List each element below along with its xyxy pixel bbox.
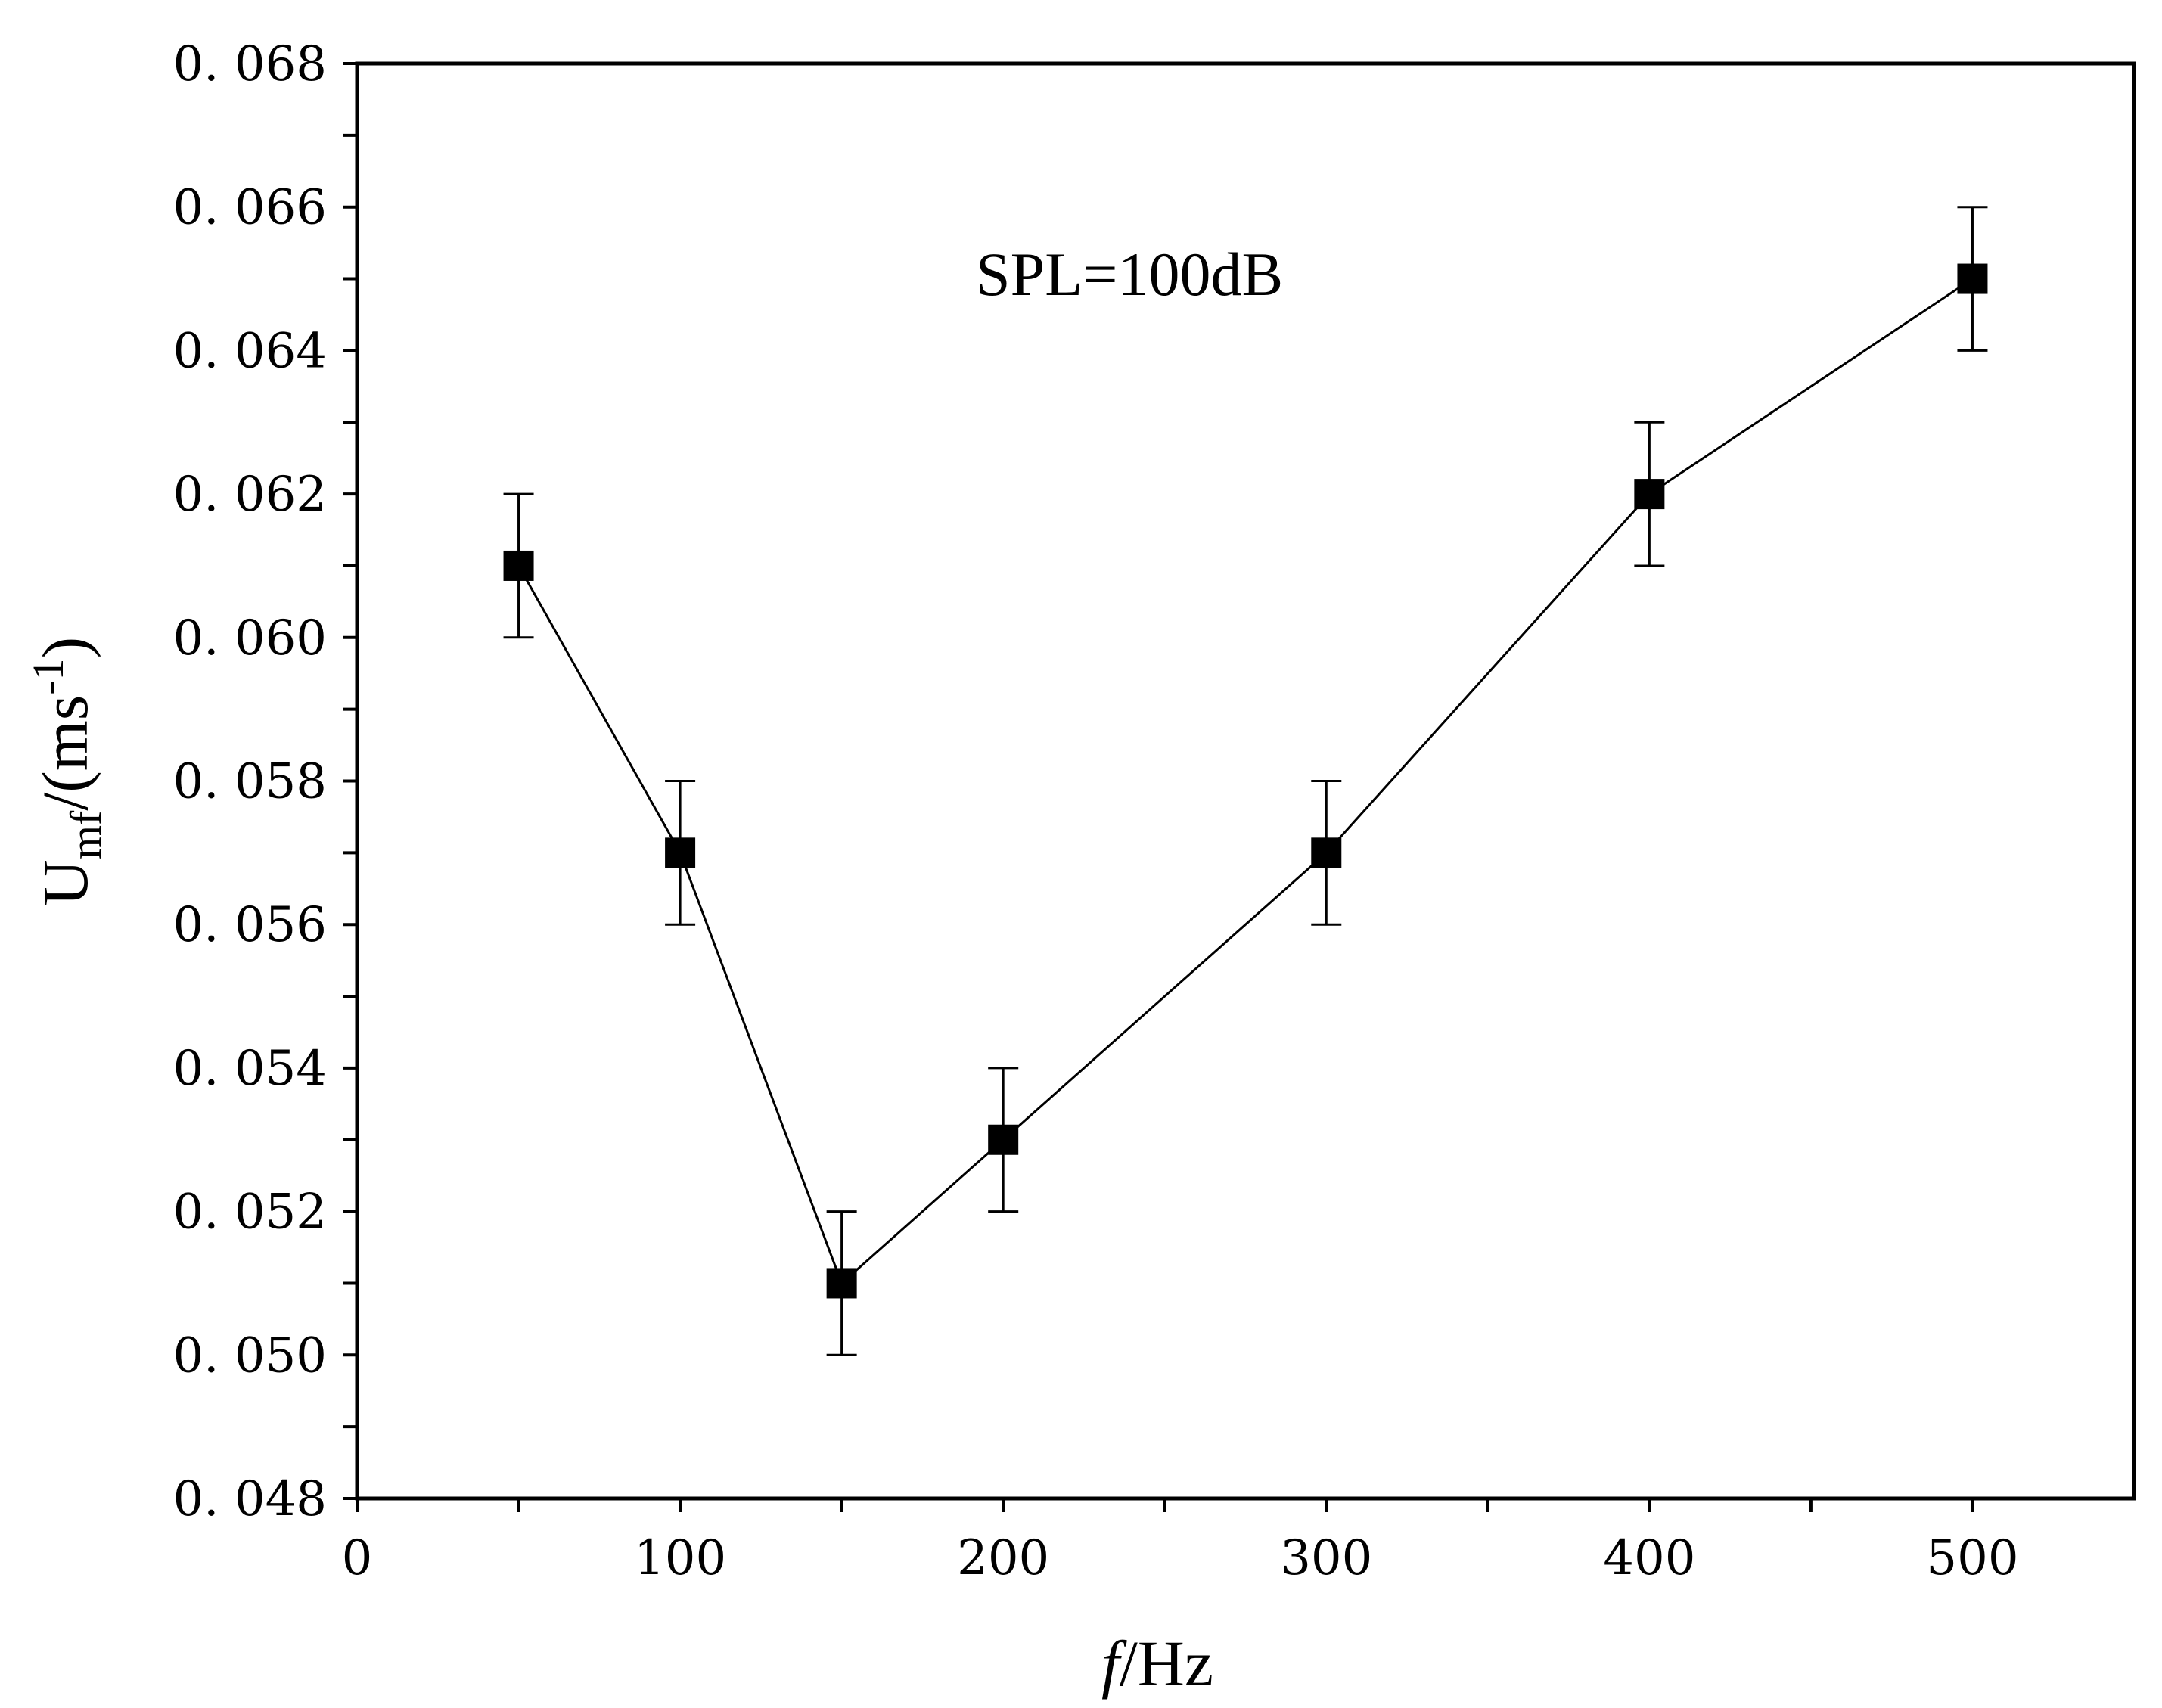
y-tick-label: 0. 058 [172, 754, 327, 810]
y-tick-label: 0. 068 [172, 36, 327, 92]
y-axis-title-end: ) [29, 637, 101, 659]
x-tick-label: 300 [1280, 1530, 1372, 1586]
y-axis-title-mid: /(ms [29, 695, 101, 811]
series-line [517, 278, 1974, 1286]
x-tick-label: 100 [634, 1530, 726, 1586]
y-tick-label: 0. 050 [172, 1328, 327, 1383]
y-tick-label: 0. 062 [172, 467, 327, 523]
y-axis-title: Umf/(ms-1) [23, 637, 110, 906]
y-tick-label: 0. 052 [172, 1185, 327, 1241]
y-axis-title-main: U [29, 859, 101, 906]
y-axis-title-sup: -1 [23, 658, 73, 694]
data-point [1311, 837, 1342, 868]
data-point [826, 1268, 857, 1299]
y-tick-label: 0. 048 [172, 1471, 327, 1527]
data-point [988, 1124, 1019, 1155]
axis-tick-labels: 0 100 200 300 400 500 0. 048 0. 050 0. 052 0. 054… [172, 36, 2018, 1586]
x-axis-title-rest: /Hz [1120, 1627, 1213, 1700]
data-point [1957, 263, 1988, 294]
y-tick-label: 0. 060 [172, 610, 327, 666]
y-tick-label: 0. 054 [172, 1041, 327, 1097]
x-axis-title: f/Hz [1101, 1627, 1213, 1700]
x-tick-label: 500 [1926, 1530, 2018, 1586]
annotation-spl: SPL=100dB [976, 240, 1283, 309]
data-series [503, 206, 1988, 1356]
x-tick-label: 200 [957, 1530, 1049, 1586]
data-point [1634, 479, 1665, 510]
y-axis-title-sub: mf [61, 810, 110, 859]
data-point [665, 837, 696, 868]
axis-ticks [343, 62, 1974, 1512]
x-tick-label: 0 [342, 1530, 373, 1586]
y-tick-label: 0. 064 [172, 323, 327, 379]
y-tick-label: 0. 056 [172, 897, 327, 953]
data-point [503, 550, 534, 581]
y-tick-label: 0. 066 [172, 180, 327, 236]
x-tick-label: 400 [1603, 1530, 1695, 1586]
